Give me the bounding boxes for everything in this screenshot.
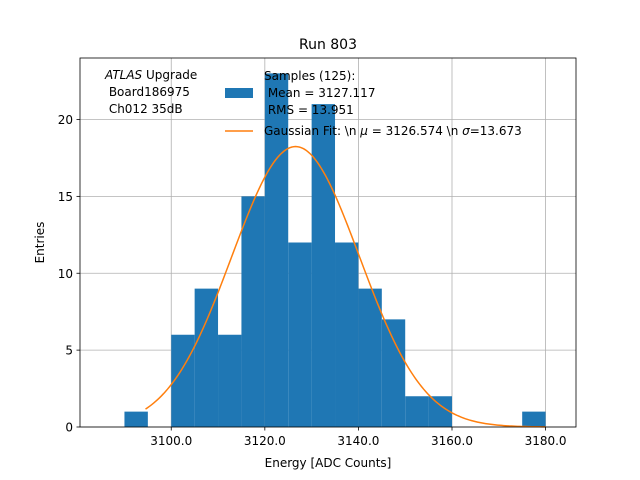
atlas-label: ATLAS: [104, 68, 143, 82]
y-tick-label: 20: [58, 113, 73, 127]
y-tick-label: 10: [58, 267, 73, 281]
y-axis-ticks: 0 5 10 15 20: [58, 113, 80, 435]
upgrade-label: Upgrade: [142, 68, 197, 82]
chart-title: Run 803: [299, 37, 357, 53]
legend-fit-prefix: Gaussian Fit: \n: [264, 124, 360, 138]
histogram-bar: [288, 242, 312, 427]
histogram-bar: [522, 411, 546, 427]
legend-fit-mid: = 3126.574 \n: [368, 124, 462, 138]
run-info-annotation: ATLAS Upgrade Board186975 Ch012 35dB: [104, 68, 197, 116]
annotation-line-1: ATLAS Upgrade: [104, 68, 197, 82]
histogram-bars: [124, 73, 546, 427]
board-label: Board186975: [105, 85, 190, 99]
legend-samples-swatch: [225, 88, 253, 98]
plot-frame: [79, 57, 577, 428]
legend-sigma-symbol: σ: [462, 124, 470, 138]
legend-samples-mean: Mean = 3127.117: [264, 86, 375, 100]
histogram-bar: [311, 104, 336, 427]
histogram-bar: [358, 288, 382, 427]
y-tick-label: 15: [58, 190, 73, 204]
y-tick-label: 5: [65, 344, 73, 358]
x-axis-label: Energy [ADC Counts]: [265, 456, 392, 470]
legend-mu-symbol: μ: [359, 124, 368, 138]
legend-fit-suffix: =13.673: [470, 124, 522, 138]
legend-samples-rms: RMS = 13.951: [264, 103, 354, 117]
histogram-bar: [264, 73, 289, 427]
histogram-bar: [381, 319, 406, 427]
y-axis-label: Entries: [33, 222, 47, 264]
y-tick-label: 0: [65, 421, 73, 435]
x-tick-label: 3120.0: [244, 434, 286, 448]
legend: Samples (125): Mean = 3127.117 RMS = 13.…: [225, 69, 522, 138]
x-tick-label: 3180.0: [525, 434, 567, 448]
x-tick-label: 3100.0: [150, 434, 192, 448]
histogram-bar: [241, 196, 265, 427]
histogram-bar: [194, 288, 219, 427]
legend-samples-title: Samples (125):: [264, 69, 355, 83]
x-tick-label: 3160.0: [431, 434, 473, 448]
histogram-bar: [405, 396, 429, 427]
x-tick-label: 3140.0: [337, 434, 379, 448]
histogram-bar: [218, 334, 242, 427]
histogram-bar: [124, 411, 148, 427]
channel-label: Ch012 35dB: [105, 102, 183, 116]
histogram-bar: [428, 396, 452, 427]
gaussian-fit-curve: [145, 145, 546, 428]
histogram-bar: [335, 242, 359, 427]
legend-fit-label: Gaussian Fit: \n μ = 3126.574 \n σ=13.67…: [264, 124, 522, 138]
x-axis-ticks: 3100.0 3120.0 3140.0 3160.0 3180.0: [150, 427, 567, 448]
